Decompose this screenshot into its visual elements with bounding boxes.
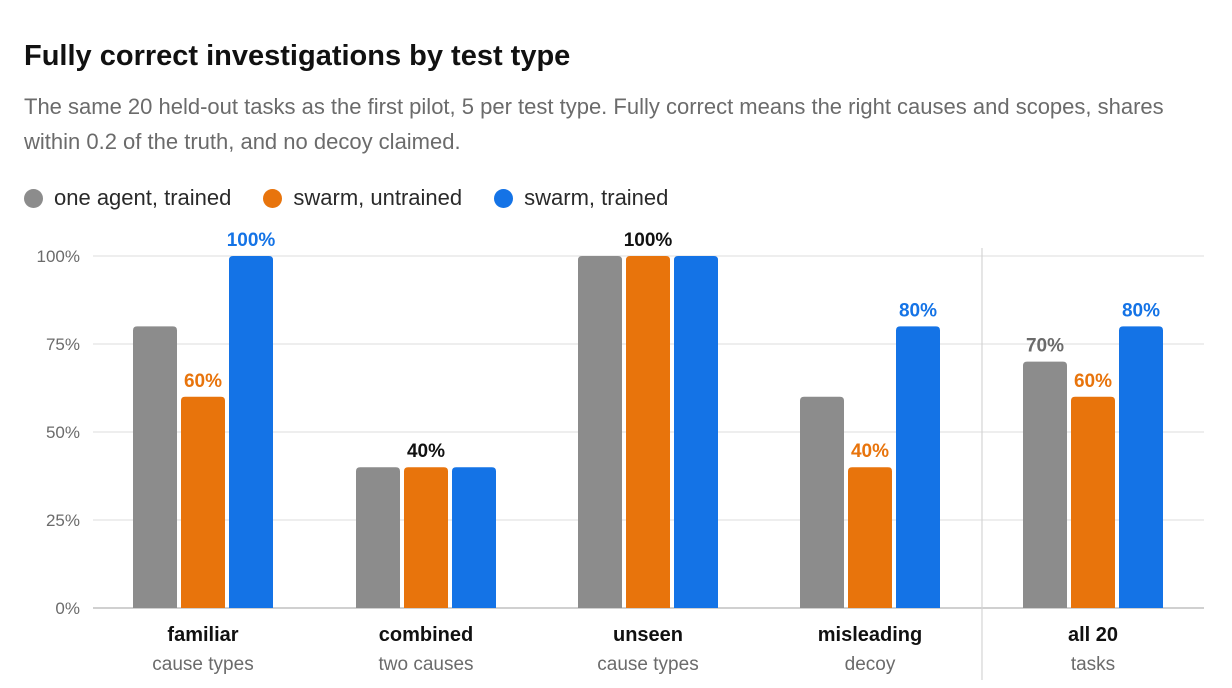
legend-swatch [263,188,283,208]
bar [181,396,225,608]
category-sublabel: cause types [152,654,253,675]
bar [1071,396,1115,608]
legend: one agent, trained swarm, untrained swar… [24,184,668,212]
legend-swatch [24,188,43,208]
category-label: familiar [167,624,238,646]
legend-label: one agent, trained [54,185,232,210]
chart-title: Fully correct investigations by test typ… [24,40,571,72]
data-label: 70% [1026,336,1064,357]
legend-label: swarm, trained [524,185,669,210]
category-label: unseen [613,624,683,646]
legend-swatch [494,188,514,208]
bar [626,256,670,608]
category-sublabel: tasks [1071,654,1115,675]
category-label: misleading [818,624,922,646]
category-label: combined [379,624,473,646]
y-tick-label: 100% [37,247,80,266]
bar [1023,361,1067,608]
data-label: 60% [184,371,222,392]
y-tick-label: 0% [55,599,80,618]
chart-subtitle: The same 20 held-out tasks as the first … [24,94,1164,154]
bar [800,396,844,608]
data-label: 100% [624,230,673,251]
bar [578,256,622,608]
category-sublabel: decoy [845,654,896,675]
data-label: 100% [227,230,276,251]
bar [452,467,496,608]
data-label: 80% [899,300,937,321]
bar [356,467,400,608]
category-label: all 20 [1068,624,1118,646]
legend-item-one-agent-trained: one agent, trained [24,185,231,211]
bar [848,467,892,608]
legend-item-swarm-trained: swarm, trained [494,185,668,211]
bar [674,256,718,608]
data-label: 40% [851,441,889,462]
data-label: 40% [407,441,445,462]
y-tick-label: 25% [46,511,80,530]
bar [133,326,177,608]
bar [1119,326,1163,608]
category-sublabel: cause types [597,654,698,675]
y-tick-label: 75% [46,335,80,354]
data-label: 80% [1122,300,1160,321]
y-tick-label: 50% [46,423,80,442]
data-label: 60% [1074,371,1112,392]
bar [404,467,448,608]
bar [896,326,940,608]
bar [229,256,273,608]
category-sublabel: two causes [378,654,473,675]
legend-label: swarm, untrained [293,185,463,210]
legend-item-swarm-untrained: swarm, untrained [263,185,462,211]
